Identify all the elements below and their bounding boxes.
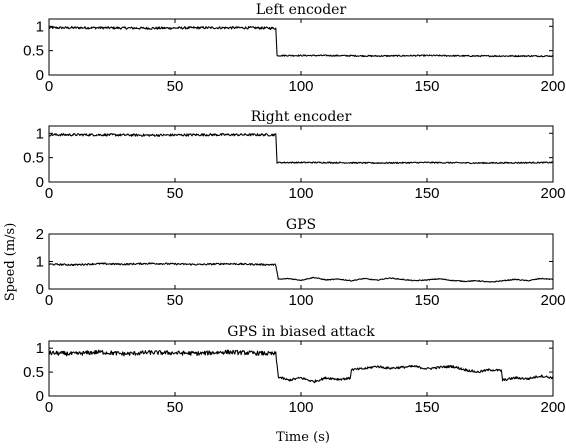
series-line bbox=[48, 26, 554, 58]
y-tick-label: 0 bbox=[36, 174, 44, 191]
x-tick-label: 0 bbox=[45, 185, 53, 202]
x-tick-label: 150 bbox=[414, 78, 439, 95]
series-line bbox=[48, 349, 554, 384]
y-tick-label: 0.5 bbox=[23, 43, 44, 60]
y-tick-label: 2 bbox=[36, 226, 44, 243]
series-line bbox=[48, 133, 554, 165]
y-tick-label: 1 bbox=[36, 125, 44, 142]
y-tick-label: 1 bbox=[36, 254, 44, 271]
y-tick-label: 0.5 bbox=[23, 364, 44, 381]
subplot-2: Right encoder 0 50 100 150 200 0 0.5 1 bbox=[23, 109, 565, 202]
subplot-title: GPS bbox=[286, 217, 316, 233]
subplot-title: Left encoder bbox=[256, 2, 347, 18]
y-tick-label: 1 bbox=[36, 18, 44, 35]
x-tick-label: 200 bbox=[540, 185, 565, 202]
x-tick-label: 200 bbox=[540, 399, 565, 416]
y-tick-label: 0 bbox=[36, 388, 44, 405]
axes-box bbox=[48, 340, 554, 397]
x-tick-label: 100 bbox=[288, 399, 313, 416]
subplot-4: GPS in biased attack 0 50 100 150 200 0 0.5 1 bbox=[23, 324, 565, 416]
x-axis-label: Time (s) bbox=[276, 430, 330, 445]
x-tick-label: 50 bbox=[167, 78, 184, 95]
x-tick-label: 200 bbox=[540, 78, 565, 95]
y-axis-label: Speed (m/s) bbox=[3, 223, 18, 302]
x-tick-label: 0 bbox=[45, 399, 53, 416]
x-tick-label: 50 bbox=[167, 185, 184, 202]
x-tick-label: 0 bbox=[45, 292, 53, 309]
subplot-3: GPS 0 50 100 150 200 0 1 2 bbox=[36, 217, 566, 309]
subplot-title: Right encoder bbox=[251, 109, 352, 125]
x-tick-label: 100 bbox=[288, 292, 313, 309]
x-tick-label: 150 bbox=[414, 292, 439, 309]
x-tick-label: 100 bbox=[288, 78, 313, 95]
x-tick-label: 200 bbox=[540, 292, 565, 309]
y-tick-label: 1 bbox=[36, 340, 44, 357]
series-line bbox=[48, 262, 553, 283]
subplot-title: GPS in biased attack bbox=[227, 324, 375, 340]
y-tick-label: 0.5 bbox=[23, 150, 44, 167]
x-tick-label: 50 bbox=[167, 399, 184, 416]
x-tick-label: 50 bbox=[167, 292, 184, 309]
y-tick-label: 0 bbox=[36, 67, 44, 84]
x-tick-label: 0 bbox=[45, 78, 53, 95]
y-tick-label: 0 bbox=[36, 281, 44, 298]
x-tick-label: 100 bbox=[288, 185, 313, 202]
x-tick-label: 150 bbox=[414, 185, 439, 202]
x-tick-label: 150 bbox=[414, 399, 439, 416]
subplot-1: Left encoder 0 50 100 150 200 0 0.5 1 bbox=[23, 2, 565, 95]
